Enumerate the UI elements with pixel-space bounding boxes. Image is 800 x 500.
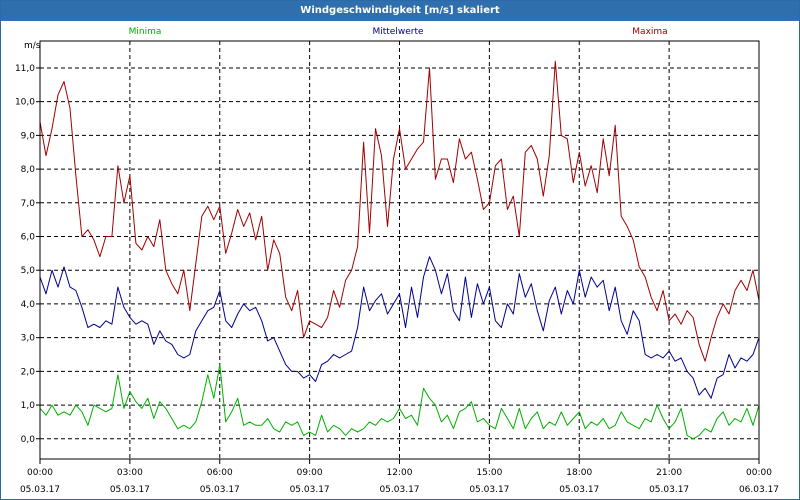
- legend-mittelwerte: Mittelwerte: [372, 27, 423, 37]
- x-tick-label-time: 15:00: [476, 468, 502, 478]
- x-tick-label-time: 00:00: [27, 468, 53, 478]
- x-tick-label-date: 05.03.17: [20, 485, 60, 495]
- series-line-maxima: [39, 60, 760, 362]
- y-tick-label: 7,0: [21, 199, 36, 209]
- y-tick-label: 11,0: [15, 64, 35, 74]
- window-title: Windgeschwindigkeit [m/s] skaliert: [1, 1, 799, 21]
- x-tick-label-date: 05.03.17: [649, 485, 689, 495]
- x-tick-label-date: 06.03.17: [739, 485, 779, 495]
- x-tick-label-time: 21:00: [656, 468, 682, 478]
- y-tick-label: 6,0: [21, 233, 36, 243]
- grid: [40, 41, 759, 459]
- x-tick-label-date: 05.03.17: [110, 485, 150, 495]
- x-tick-label-date: 05.03.17: [200, 485, 240, 495]
- series-line-mittelwerte: [39, 256, 760, 399]
- y-tick-label: 4,0: [21, 300, 36, 310]
- legend-maxima: Maxima: [632, 27, 667, 37]
- plot-area-border: [39, 40, 760, 460]
- x-tick-label-date: 05.03.17: [290, 485, 330, 495]
- x-tick-label-date: 05.03.17: [379, 485, 419, 495]
- x-tick-label-date: 05.03.17: [559, 485, 599, 495]
- y-tick-label: 2,0: [21, 367, 36, 377]
- y-tick-label: 10,0: [15, 98, 35, 108]
- y-tick-label: 8,0: [21, 165, 36, 175]
- x-tick-label-date: 05.03.17: [469, 485, 509, 495]
- y-axis-label: m/s: [24, 41, 41, 51]
- y-tick-label: 5,0: [21, 266, 36, 276]
- y-tick-label: 1,0: [21, 401, 36, 411]
- x-tick-label-time: 03:00: [117, 468, 143, 478]
- y-tick-label: 9,0: [21, 131, 36, 141]
- legend-minima: Minima: [129, 27, 162, 37]
- y-tick-label: 3,0: [21, 334, 36, 344]
- y-tick-label: 0,0: [21, 435, 36, 445]
- legend: Minima Mittelwerte Maxima: [129, 27, 668, 37]
- series-line-minima: [39, 364, 760, 440]
- x-tick-label-time: 00:00: [746, 468, 772, 478]
- x-tick-label-time: 18:00: [566, 468, 592, 478]
- tick-labels: 0,0 1,0 2,0 3,0 4,0 5,0 6,0 7,0 8,0 9,0 10,0 11,0 00…: [15, 64, 779, 495]
- x-tick-label-time: 12:00: [387, 468, 413, 478]
- series-lines: [39, 60, 760, 440]
- x-tick-label-time: 06:00: [207, 468, 233, 478]
- x-tick-label-time: 09:00: [297, 468, 323, 478]
